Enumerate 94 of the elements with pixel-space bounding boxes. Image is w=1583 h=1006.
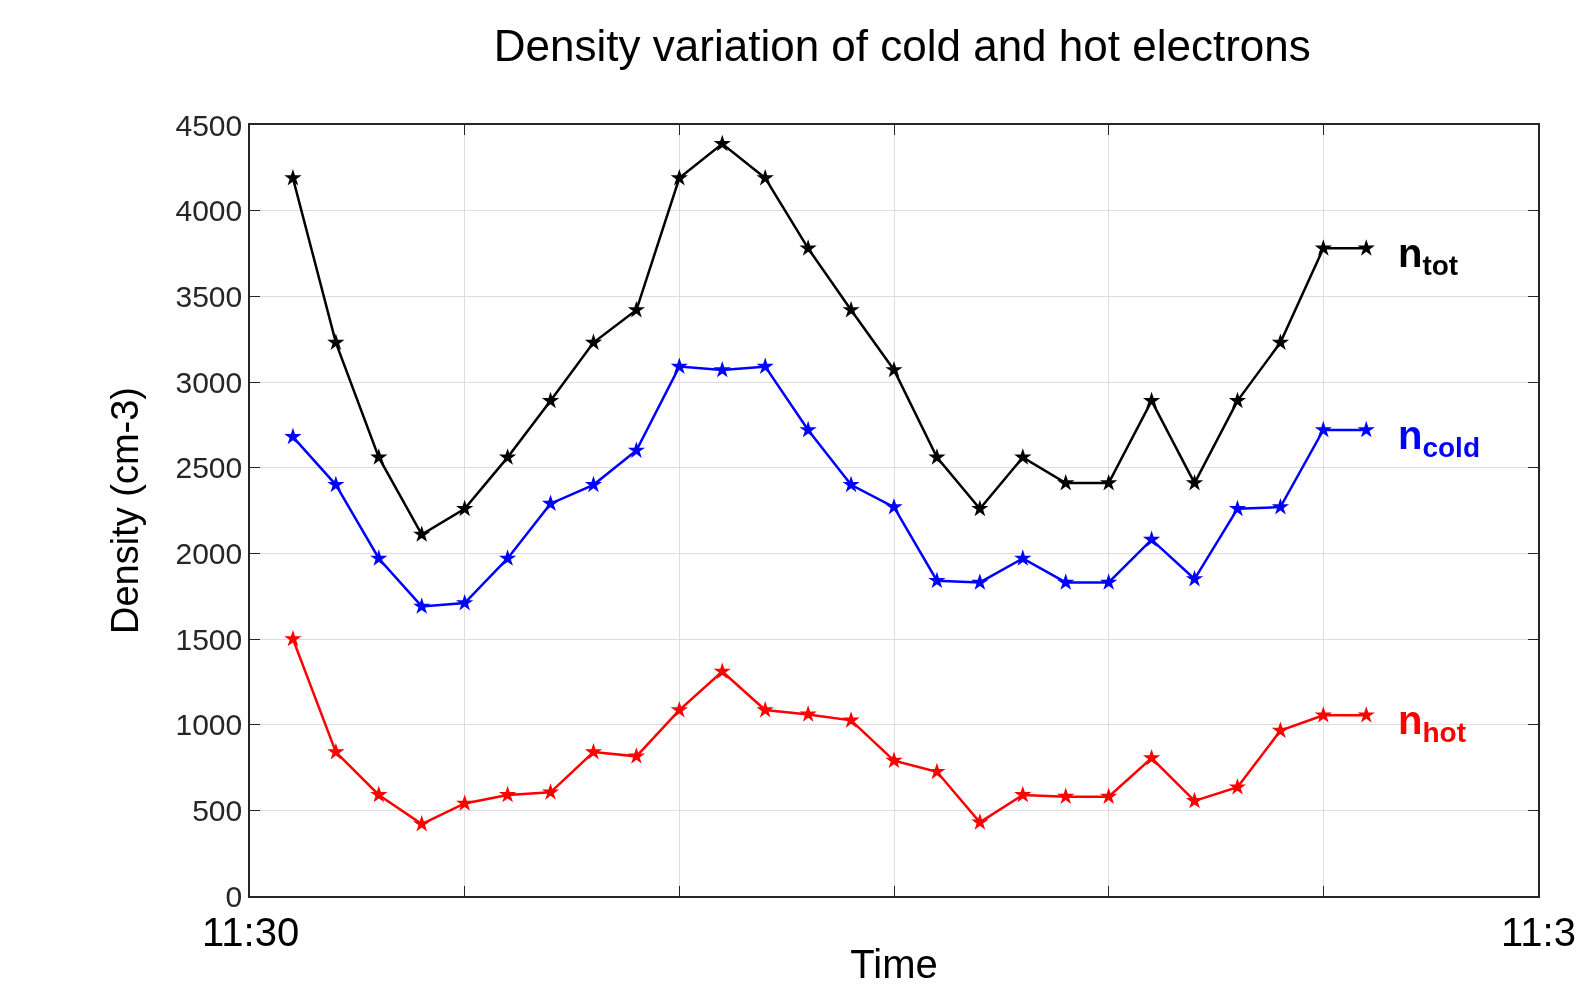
- point: [670, 357, 688, 374]
- point: [1057, 473, 1075, 491]
- text: 11:3: [1501, 910, 1576, 954]
- point: [541, 783, 560, 800]
- point: [756, 357, 774, 374]
- point: [584, 475, 603, 493]
- y-tick-label: 2500: [175, 451, 243, 485]
- point: [670, 701, 688, 718]
- point: [1314, 706, 1332, 723]
- point: [1100, 787, 1118, 804]
- y-tick-label: 0: [225, 879, 243, 913]
- point: [885, 360, 903, 378]
- point: [1357, 706, 1375, 723]
- point: [627, 300, 646, 318]
- point: [327, 742, 345, 760]
- series-label: n$_{cold}$: [1398, 413, 1480, 464]
- point: [1142, 391, 1161, 409]
- point: [670, 169, 688, 186]
- point: [971, 573, 989, 590]
- point: [842, 300, 860, 318]
- point: [498, 785, 517, 803]
- chart-title: Density variation of cold and hot electrons: [493, 20, 1311, 70]
- point: [1057, 787, 1075, 804]
- point: [1271, 721, 1290, 739]
- point: [1228, 391, 1247, 409]
- point: [1314, 239, 1332, 256]
- point: [284, 427, 302, 445]
- point: [456, 794, 474, 811]
- point: [584, 333, 603, 350]
- point: [627, 441, 646, 458]
- point: [284, 629, 302, 647]
- point: [284, 169, 302, 186]
- point: [1057, 573, 1075, 590]
- point: [370, 785, 388, 803]
- point: [713, 662, 731, 679]
- point: [799, 420, 817, 438]
- y-tick-label: 3500: [175, 279, 243, 313]
- point: [584, 742, 603, 760]
- point: [456, 593, 474, 611]
- point: [1014, 785, 1032, 803]
- y-tick-label: 3000: [175, 365, 243, 399]
- point: [756, 701, 774, 718]
- point: [1357, 420, 1375, 438]
- point: [756, 169, 774, 186]
- point: [370, 448, 388, 465]
- point: [799, 239, 817, 256]
- point: [1142, 530, 1161, 547]
- text: 11:30: [202, 910, 300, 954]
- y-tick-label: 1500: [175, 622, 243, 656]
- point: [799, 705, 817, 722]
- point: [498, 549, 517, 566]
- point: [1142, 748, 1161, 766]
- point: [885, 497, 903, 515]
- point: [541, 494, 560, 512]
- point: [498, 448, 517, 465]
- point: [413, 814, 431, 832]
- y-tick-label: 500: [192, 793, 243, 827]
- point: [327, 333, 345, 350]
- point: [1228, 778, 1247, 795]
- series-label: n$_{hot}$: [1398, 698, 1466, 749]
- point: [928, 571, 946, 589]
- point: [971, 499, 989, 517]
- y-tick-label: 2000: [175, 536, 243, 570]
- point: [541, 391, 560, 409]
- series-label: n$_{tot}$: [1398, 231, 1459, 282]
- point: [713, 360, 731, 378]
- point: [456, 499, 474, 517]
- point: [327, 475, 345, 493]
- point: [1100, 473, 1118, 491]
- y-tick-label: 4500: [175, 108, 243, 142]
- point: [842, 475, 860, 493]
- y-tick-label: 1000: [175, 708, 243, 742]
- point: [370, 549, 388, 566]
- point: [1314, 420, 1332, 438]
- point: [1185, 473, 1204, 491]
- y-tick-label: 4000: [175, 194, 243, 228]
- point: [1228, 499, 1247, 517]
- point: [413, 597, 431, 614]
- point: [971, 813, 989, 830]
- point: [413, 525, 431, 542]
- point: [842, 711, 860, 728]
- point: [1014, 448, 1032, 465]
- point: [885, 751, 903, 769]
- point: [1357, 239, 1375, 256]
- point: [1271, 497, 1290, 515]
- point: [1100, 573, 1118, 590]
- x-axis-title: Time: [850, 941, 938, 986]
- y-axis-title: Density (cm-3): [104, 386, 147, 635]
- point: [627, 747, 646, 764]
- point: [928, 448, 946, 465]
- point: [1271, 333, 1290, 350]
- point: [713, 134, 731, 152]
- point: [1014, 549, 1032, 566]
- point: [1185, 569, 1204, 587]
